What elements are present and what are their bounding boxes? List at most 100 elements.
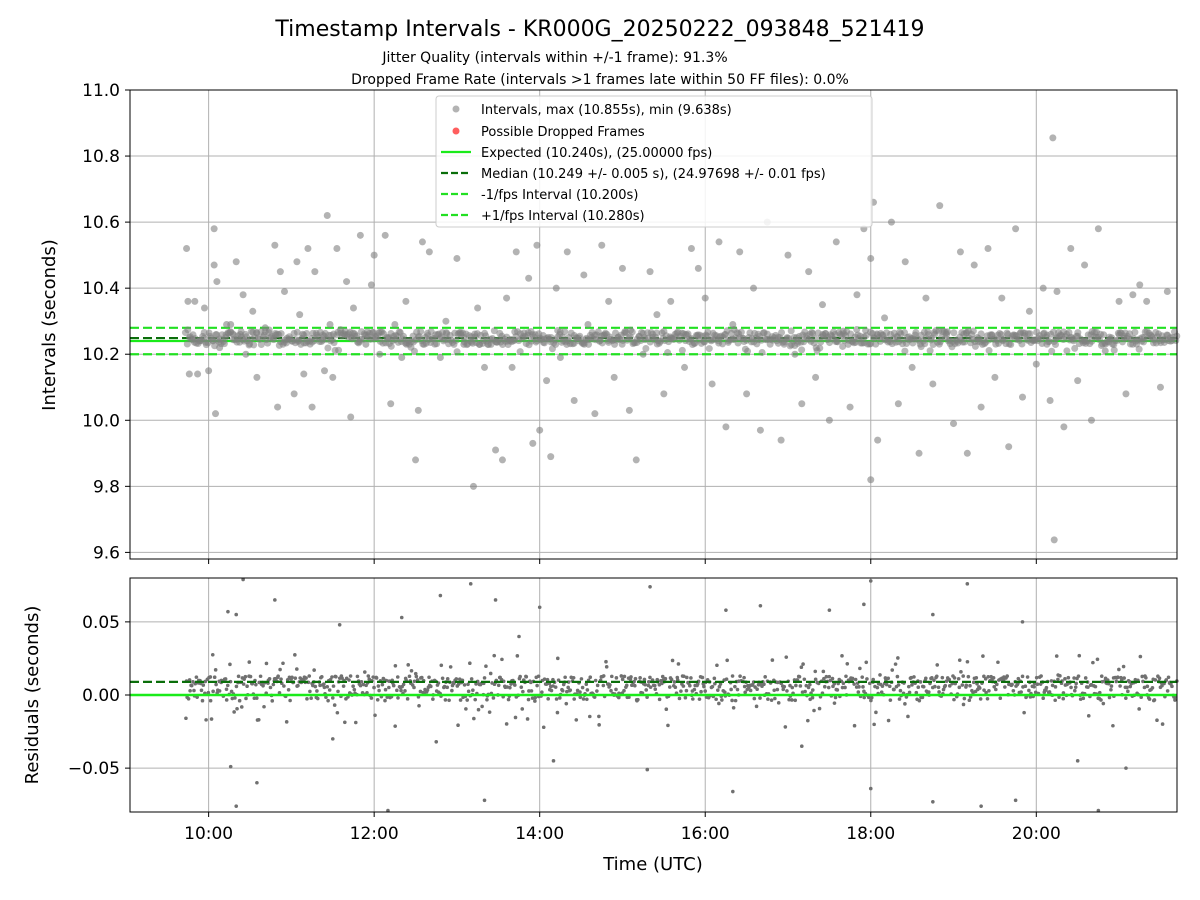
residual-point — [541, 725, 546, 730]
residual-point — [564, 701, 569, 706]
residual-point — [315, 696, 320, 701]
residual-point — [208, 698, 213, 703]
residual-point — [648, 675, 652, 680]
interval-point — [205, 367, 213, 375]
residual-point — [720, 698, 724, 702]
residual-point — [336, 689, 340, 694]
legend-entry-label: Intervals, max (10.855s), min (9.638s) — [481, 103, 732, 118]
residual-point — [296, 683, 300, 688]
interval-point — [398, 354, 406, 362]
residual-point — [934, 674, 939, 679]
interval-point — [1053, 287, 1061, 295]
residual-point — [1033, 690, 1038, 695]
interval-point — [183, 245, 191, 253]
residual-point — [245, 684, 249, 689]
residual-point — [810, 695, 815, 700]
residual-point — [544, 682, 549, 686]
interval-point — [1048, 347, 1056, 355]
residual-point — [445, 685, 450, 690]
interval-point — [985, 347, 993, 355]
residual-point — [322, 682, 326, 686]
residual-point — [672, 680, 677, 684]
residual-point — [519, 685, 524, 689]
residual-point — [1155, 718, 1159, 723]
residual-point — [738, 674, 742, 678]
interval-point — [304, 245, 312, 253]
interval-point — [591, 410, 599, 418]
residual-point — [587, 714, 592, 719]
residual-point — [328, 677, 333, 682]
residual-point — [790, 685, 795, 690]
interval-point — [250, 341, 258, 349]
residual-point — [614, 687, 618, 692]
residual-point — [648, 584, 652, 589]
residual-point — [466, 682, 470, 687]
residual-point — [462, 683, 467, 687]
x-tick-label: 14:00 — [515, 824, 564, 844]
interval-point — [809, 330, 817, 338]
residual-point — [488, 671, 493, 676]
residual-point — [703, 689, 708, 693]
interval-point — [402, 297, 410, 305]
residual-point — [717, 701, 721, 706]
residual-point — [895, 674, 900, 679]
residual-point — [773, 696, 777, 701]
residual-point — [1072, 676, 1076, 680]
residual-point — [241, 682, 246, 686]
residual-point — [210, 652, 215, 657]
interval-point — [694, 264, 702, 272]
residual-point — [383, 687, 388, 692]
residual-point — [730, 698, 734, 703]
interval-point — [943, 330, 951, 338]
residual-point — [1142, 685, 1147, 690]
interval-point — [1126, 330, 1134, 338]
residual-point — [679, 689, 683, 693]
residual-point — [1013, 798, 1018, 803]
residual-point — [533, 699, 537, 703]
interval-point — [805, 268, 813, 276]
bottom-y-tick-label: 0.05 — [82, 613, 120, 633]
interval-point — [744, 347, 752, 355]
residual-point — [1109, 684, 1114, 688]
residual-point — [1099, 698, 1103, 702]
interval-point — [533, 241, 541, 249]
residual-point — [961, 702, 966, 707]
residual-point — [867, 681, 872, 686]
residual-point — [1027, 688, 1031, 693]
residual-point — [903, 702, 907, 706]
residual-point — [966, 674, 971, 679]
residual-point — [1173, 698, 1177, 702]
residual-point — [588, 675, 593, 680]
interval-point — [1074, 377, 1082, 385]
residual-point — [714, 697, 718, 702]
top-y-tick-label: 9.8 — [93, 477, 120, 497]
interval-point — [678, 346, 686, 354]
interval-point — [324, 344, 332, 352]
residual-point — [412, 685, 416, 690]
residual-point — [826, 685, 831, 690]
residual-point — [1039, 674, 1043, 678]
residual-point — [710, 684, 715, 689]
residual-point — [731, 789, 735, 794]
bottom-y-tick-label: −0.05 — [68, 759, 120, 779]
residual-point — [1173, 695, 1178, 699]
residual-point — [1166, 675, 1171, 680]
residual-point — [406, 663, 411, 667]
residual-point — [487, 710, 492, 714]
residual-point — [943, 683, 948, 688]
interval-point — [787, 327, 795, 335]
residual-point — [581, 697, 586, 701]
interval-point — [758, 348, 766, 356]
residual-point — [983, 677, 988, 681]
residual-point — [282, 684, 286, 688]
residual-point — [992, 685, 997, 689]
residual-point — [730, 674, 735, 678]
residual-point — [549, 688, 554, 693]
residual-point — [558, 696, 562, 700]
residual-point — [496, 683, 501, 688]
residual-point — [1073, 685, 1078, 689]
residual-point — [824, 674, 829, 679]
residual-point — [974, 675, 979, 680]
interval-point — [460, 340, 468, 348]
interval-point — [881, 314, 889, 322]
